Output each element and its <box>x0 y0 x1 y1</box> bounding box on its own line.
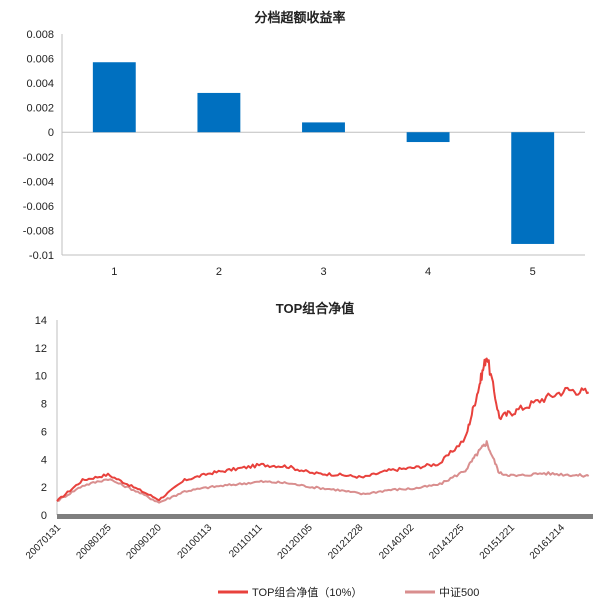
line-chart-legend: TOP组合净值（10%） 中证500 <box>218 585 479 599</box>
bar-1 <box>92 62 136 133</box>
line-chart: TOP组合净值 14 12 10 8 6 4 2 0 20070131 20080125 2009… <box>24 301 593 599</box>
bar-chart-y-tick-label: 0.004 <box>26 78 54 90</box>
line-chart-y-tick-label: 10 <box>35 371 47 383</box>
line-chart-x-tick-label: 20120105 <box>276 522 316 562</box>
bar-3 <box>302 122 345 133</box>
bar-chart-title: 分档超额收益率 <box>254 10 345 25</box>
bar-chart-x-tick-label: 2 <box>216 266 222 278</box>
bar-chart-y-tick-label: 0 <box>48 127 54 139</box>
line-chart-y-tick-label: 12 <box>35 343 47 355</box>
line-chart-x-tick-label: 20090120 <box>125 522 165 562</box>
bar-chart-y-tick-label: -0.006 <box>23 201 54 213</box>
line-chart-x-tick-label: 20121228 <box>326 522 366 562</box>
bar-chart-x-tick-label: 1 <box>111 266 117 278</box>
bar-chart-y-axis: 0.008 0.006 0.004 0.002 0 -0.002 -0.004 -0.006 -… <box>23 29 54 262</box>
bar-chart: 分档超额收益率 0.008 0.006 0.004 0.002 0 -0.002 -0.00… <box>23 10 585 278</box>
bar-4 <box>406 132 450 143</box>
bar-5 <box>511 132 555 244</box>
line-chart-x-tick-label: 20070131 <box>24 522 64 562</box>
bar-chart-y-tick-label: -0.01 <box>29 250 54 262</box>
line-chart-y-tick-label: 4 <box>41 454 47 466</box>
bar-chart-y-tick-label: 0.006 <box>26 54 54 66</box>
line-chart-title: TOP组合净值 <box>276 301 355 316</box>
csi500-line <box>56 440 590 504</box>
line-chart-y-tick-label: 0 <box>41 510 47 522</box>
bar-chart-y-tick-label: -0.008 <box>23 225 54 237</box>
line-chart-x-tick-label: 20110111 <box>227 522 265 560</box>
line-chart-y-tick-label: 8 <box>41 399 47 411</box>
line-chart-x-axis-bar <box>57 514 593 519</box>
bar-chart-y-tick-label: -0.004 <box>23 176 54 188</box>
line-chart-series <box>56 357 590 504</box>
line-chart-x-tick-label: 20161214 <box>528 522 568 562</box>
bar-chart-x-tick-label: 5 <box>530 266 536 278</box>
line-chart-y-tick-label: 2 <box>41 482 47 494</box>
line-chart-x-axis: 20070131 20080125 20090120 20100113 20110111… <box>24 522 567 562</box>
line-chart-x-tick-label: 20100113 <box>176 522 215 561</box>
top-portfolio-line <box>56 357 590 502</box>
line-chart-y-tick-label: 6 <box>41 426 47 438</box>
line-chart-y-axis: 14 12 10 8 6 4 2 0 <box>35 315 47 522</box>
line-chart-y-tick-label: 14 <box>35 315 47 327</box>
legend-label: 中证500 <box>439 586 479 599</box>
line-chart-x-tick-label: 20151221 <box>478 522 518 562</box>
bar-chart-x-tick-label: 4 <box>425 266 431 278</box>
bar-chart-x-tick-label: 3 <box>320 266 326 278</box>
line-chart-x-tick-label: 20141225 <box>427 522 467 562</box>
bar-chart-x-axis: 1 2 3 4 5 <box>111 266 536 278</box>
bar-2 <box>197 92 241 133</box>
bar-chart-y-tick-label: 0.002 <box>26 103 54 115</box>
bar-chart-bars <box>92 62 555 244</box>
line-chart-x-tick-label: 20080125 <box>74 522 114 562</box>
legend-label: TOP组合净值（10%） <box>252 585 362 599</box>
line-chart-x-tick-label: 20140102 <box>377 522 417 562</box>
bar-chart-y-tick-label: 0.008 <box>26 29 54 41</box>
bar-chart-y-tick-label: -0.002 <box>23 152 54 164</box>
